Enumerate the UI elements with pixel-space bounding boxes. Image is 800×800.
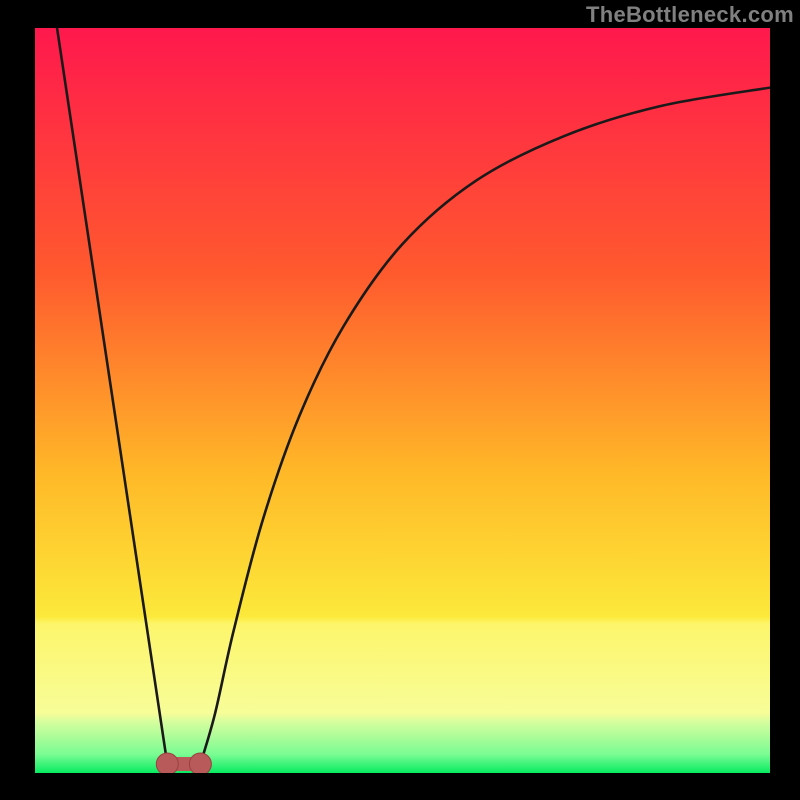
chart-plot-area — [35, 28, 770, 773]
bottleneck-curve — [57, 28, 770, 769]
marker-right — [189, 753, 211, 773]
marker-left — [156, 753, 178, 773]
chart-svg — [35, 28, 770, 773]
watermark-text: TheBottleneck.com — [586, 2, 794, 28]
